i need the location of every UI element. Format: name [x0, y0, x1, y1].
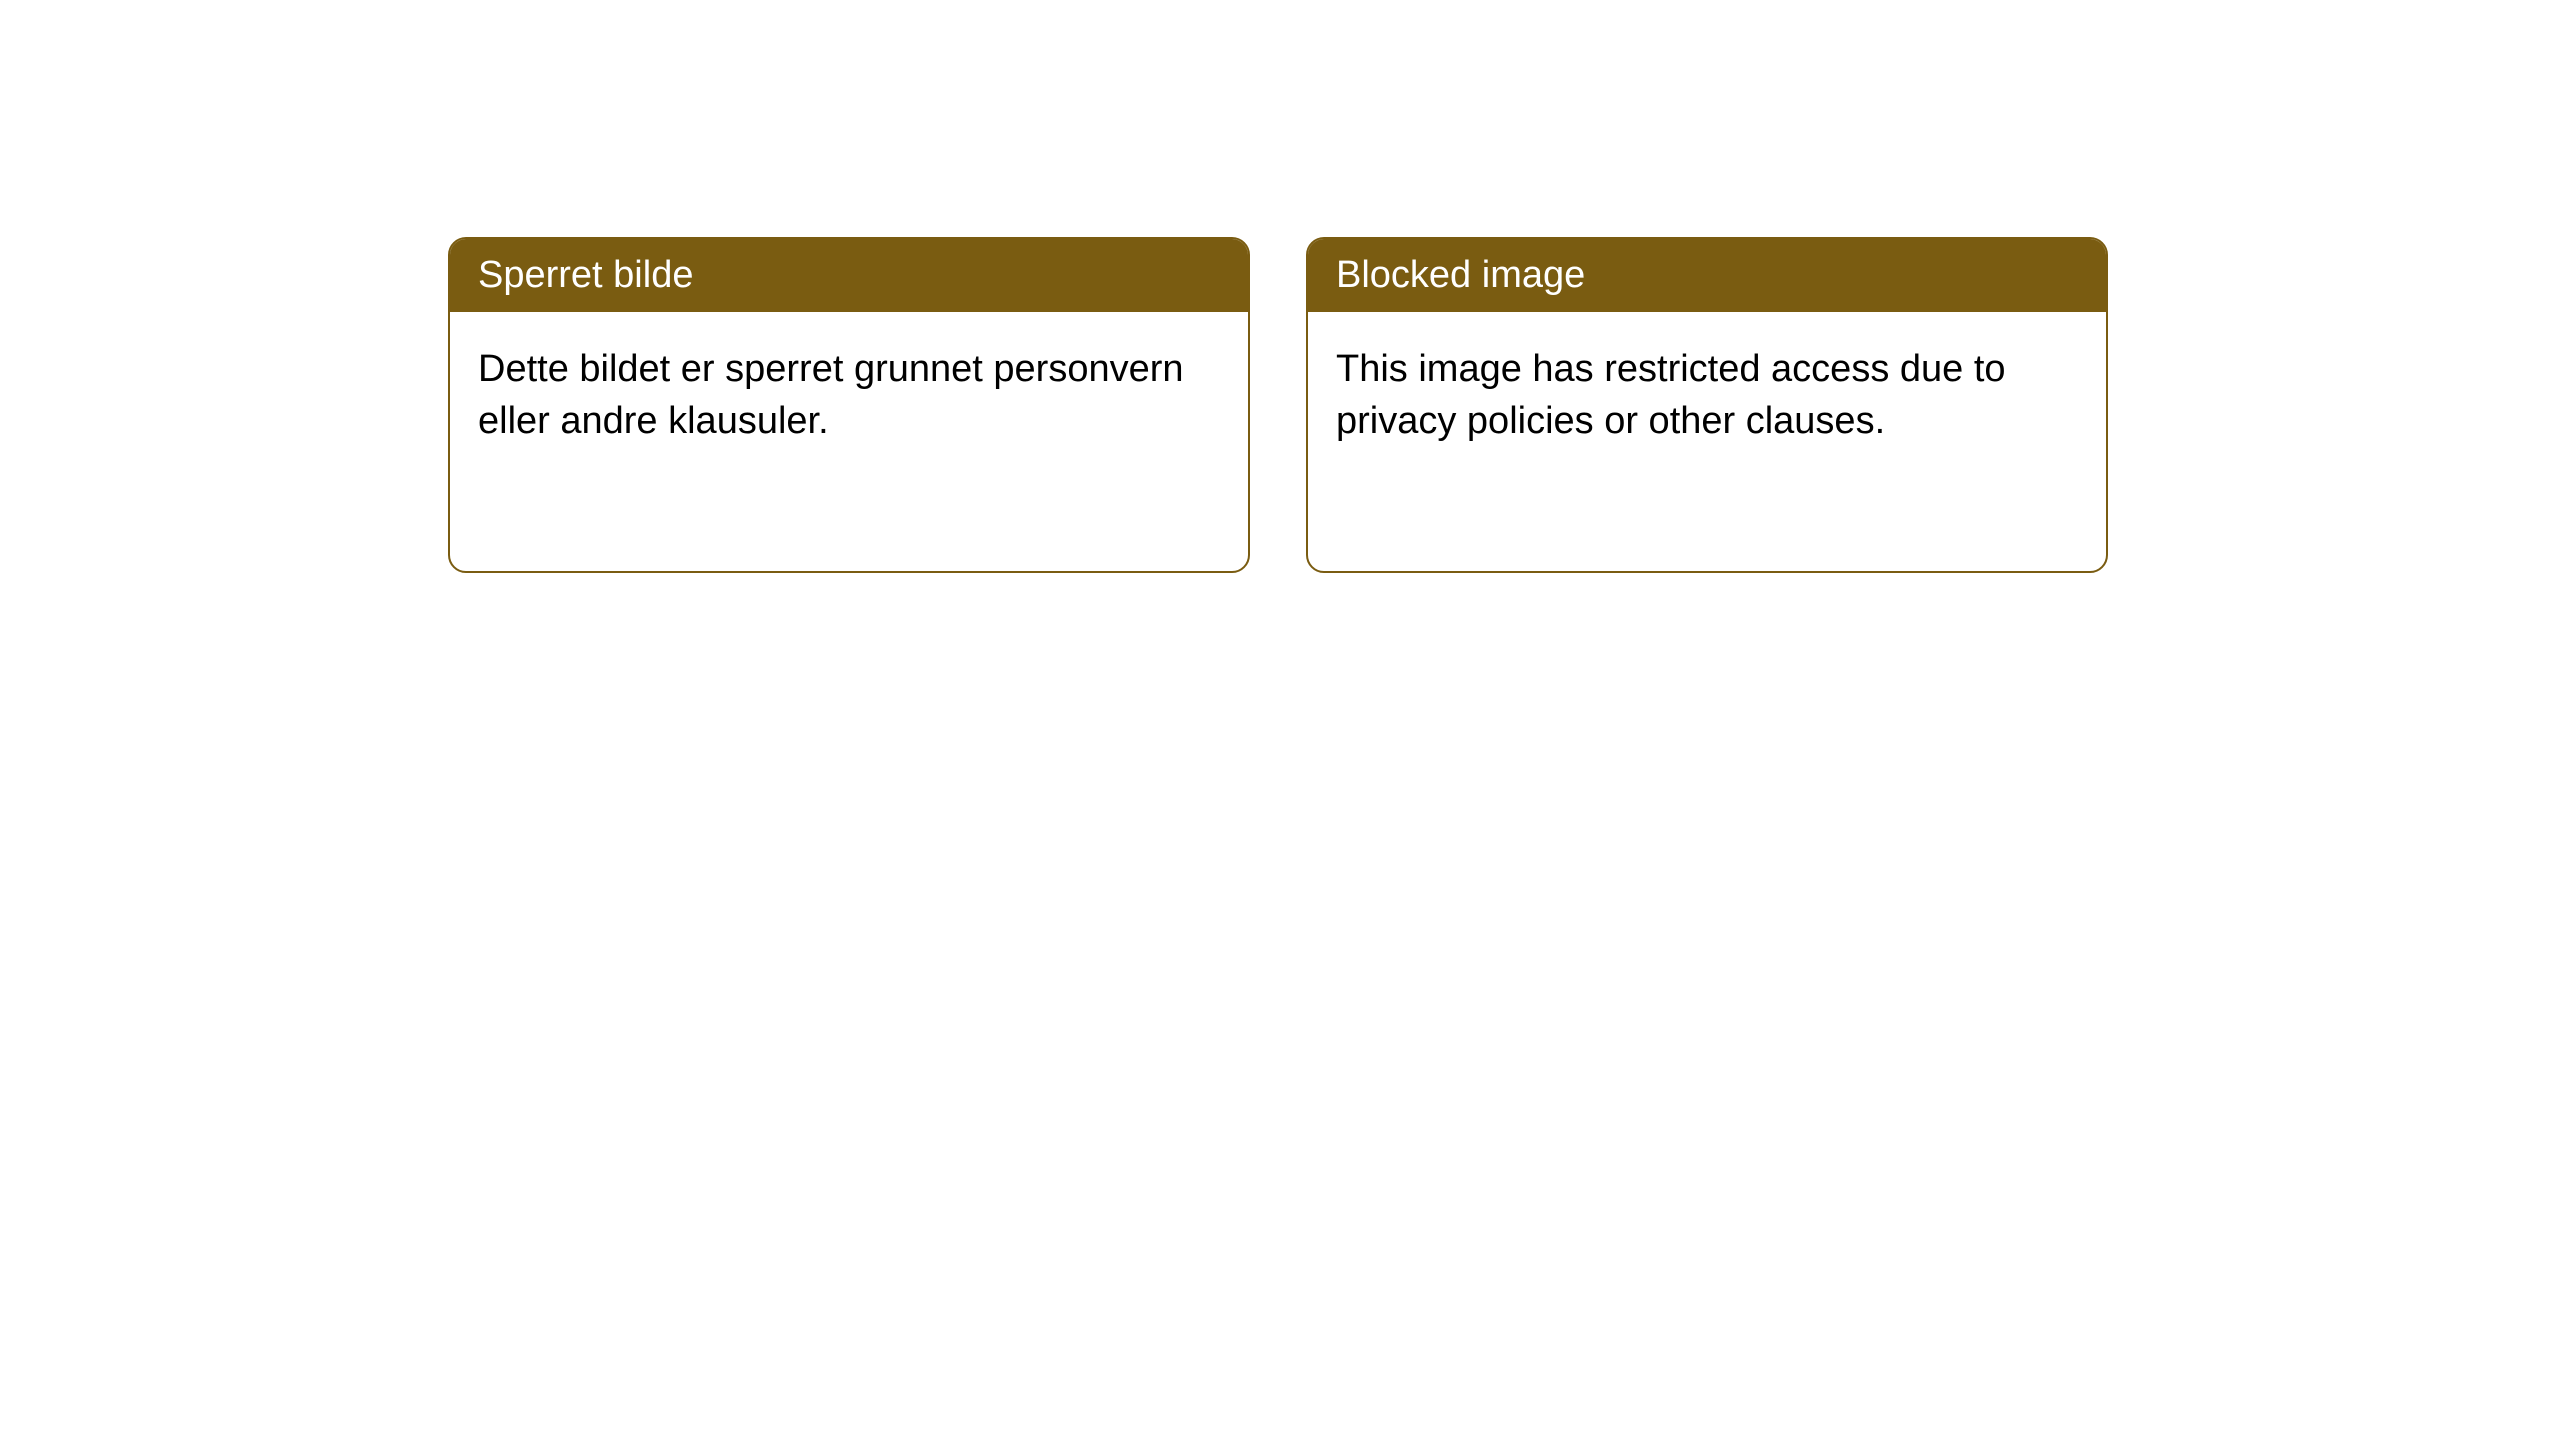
notice-card-english: Blocked image This image has restricted … — [1306, 237, 2108, 573]
notice-header-norwegian: Sperret bilde — [450, 239, 1248, 312]
notice-header-english: Blocked image — [1308, 239, 2106, 312]
notice-container: Sperret bilde Dette bildet er sperret gr… — [448, 237, 2108, 573]
notice-card-norwegian: Sperret bilde Dette bildet er sperret gr… — [448, 237, 1250, 573]
notice-body-norwegian: Dette bildet er sperret grunnet personve… — [450, 312, 1248, 479]
notice-body-english: This image has restricted access due to … — [1308, 312, 2106, 479]
